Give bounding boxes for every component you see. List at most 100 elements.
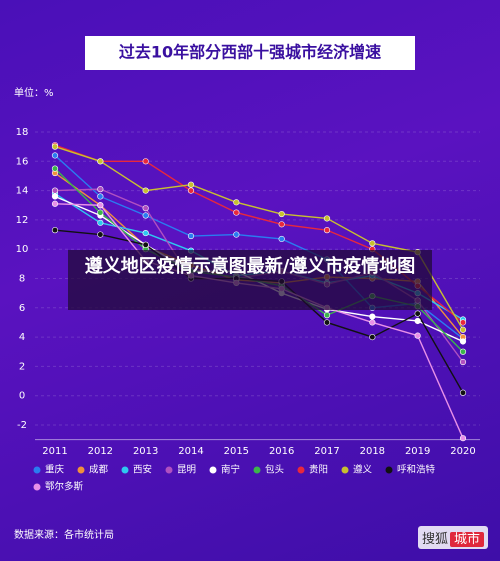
legend-label: 包头 bbox=[265, 464, 284, 476]
data-point bbox=[278, 210, 285, 218]
y-tick-label: 10 bbox=[16, 244, 29, 255]
x-tick-label: 2020 bbox=[450, 446, 475, 457]
data-point bbox=[323, 319, 331, 326]
series-line bbox=[54, 145, 464, 331]
legend-swatch bbox=[33, 466, 41, 474]
data-point bbox=[323, 215, 331, 222]
legend-swatch bbox=[341, 466, 349, 474]
data-point bbox=[97, 193, 104, 200]
y-tick-label: -2 bbox=[17, 420, 27, 431]
unit-label: 单位：% bbox=[14, 86, 54, 99]
x-tick-label: 2012 bbox=[88, 446, 113, 457]
legend-item: 昆明 bbox=[165, 465, 196, 476]
legend-item: 遵义 bbox=[341, 464, 373, 476]
data-point bbox=[187, 181, 195, 188]
watermark: 搜狐 城市 bbox=[417, 526, 488, 549]
legend-swatch bbox=[121, 466, 129, 474]
data-point bbox=[459, 358, 467, 366]
series-line bbox=[54, 203, 464, 439]
data-point bbox=[97, 202, 104, 209]
x-tick-label: 2014 bbox=[178, 446, 203, 457]
data-point bbox=[97, 231, 104, 238]
legend-item: 重庆 bbox=[33, 464, 65, 476]
data-point bbox=[97, 158, 104, 165]
legend-item: 南宁 bbox=[209, 464, 240, 476]
legend-item: 鄂尔多斯 bbox=[33, 481, 84, 493]
data-point bbox=[233, 209, 240, 216]
y-tick-label: 2 bbox=[19, 361, 25, 372]
data-point bbox=[97, 219, 104, 226]
data-point bbox=[459, 389, 467, 396]
legend-swatch bbox=[385, 466, 393, 474]
data-point bbox=[51, 227, 59, 234]
watermark-tag: 城市 bbox=[449, 532, 484, 547]
data-point bbox=[278, 221, 285, 228]
data-point bbox=[97, 209, 104, 216]
legend-item: 成都 bbox=[77, 464, 109, 476]
data-point bbox=[459, 435, 467, 442]
data-point bbox=[142, 229, 149, 237]
y-tick-label: 0 bbox=[19, 391, 25, 402]
watermark-brand: 搜狐 bbox=[421, 532, 448, 547]
x-tick-label: 2016 bbox=[269, 446, 294, 457]
y-tick-label: 16 bbox=[16, 156, 29, 167]
data-point bbox=[414, 332, 421, 339]
data-point bbox=[323, 227, 331, 234]
chart-title: 过去10年部分西部十强城市经济增速 bbox=[119, 43, 381, 62]
y-tick-label: 18 bbox=[16, 127, 29, 138]
legend-swatch bbox=[77, 466, 85, 474]
data-point bbox=[51, 143, 59, 150]
legend-swatch bbox=[253, 466, 261, 474]
data-point bbox=[369, 240, 376, 247]
legend-label: 贵阳 bbox=[309, 464, 328, 476]
data-point bbox=[187, 187, 195, 194]
data-point bbox=[459, 319, 467, 326]
data-point bbox=[278, 235, 285, 243]
y-tick-label: 8 bbox=[19, 274, 25, 285]
data-point bbox=[233, 199, 240, 206]
legend-swatch bbox=[209, 466, 217, 474]
x-tick-label: 2015 bbox=[224, 446, 249, 457]
y-tick-label: 14 bbox=[16, 186, 29, 197]
y-tick-label: 12 bbox=[16, 215, 29, 226]
legend-label: 重庆 bbox=[45, 464, 65, 476]
legend-swatch bbox=[297, 466, 305, 474]
data-point bbox=[369, 313, 376, 320]
data-point bbox=[459, 348, 467, 355]
y-tick-label: 4 bbox=[19, 332, 25, 343]
legend-swatch bbox=[33, 483, 41, 491]
title-box bbox=[85, 36, 415, 70]
data-point bbox=[414, 310, 421, 317]
legend-label: 鄂尔多斯 bbox=[45, 481, 84, 493]
data-point bbox=[459, 326, 467, 333]
overlay-text: 遵义地区疫情示意图最新/遵义市疫情地图 bbox=[68, 250, 432, 310]
legend-label: 遵义 bbox=[353, 464, 373, 476]
legend-label: 呼和浩特 bbox=[397, 464, 436, 476]
data-point bbox=[51, 165, 59, 172]
data-point bbox=[142, 212, 149, 219]
data-point bbox=[51, 187, 59, 194]
data-point bbox=[142, 158, 149, 165]
series-line bbox=[54, 154, 464, 340]
data-point bbox=[51, 152, 59, 159]
legend-item: 呼和浩特 bbox=[385, 464, 436, 476]
data-point bbox=[187, 232, 195, 240]
data-point bbox=[369, 334, 376, 341]
data-point bbox=[51, 200, 59, 207]
legend-label: 南宁 bbox=[221, 464, 240, 476]
x-tick-label: 2011 bbox=[42, 446, 67, 457]
x-tick-label: 2013 bbox=[133, 446, 158, 457]
data-point bbox=[459, 338, 467, 345]
legend-item: 贵阳 bbox=[297, 464, 328, 476]
source: 数据来源：各市统计局 bbox=[14, 528, 114, 541]
legend-label: 西安 bbox=[133, 464, 152, 476]
data-point bbox=[414, 317, 421, 325]
y-tick-label: 6 bbox=[19, 303, 25, 314]
data-point bbox=[142, 205, 149, 212]
legend-item: 西安 bbox=[121, 464, 152, 476]
data-point bbox=[323, 312, 331, 319]
data-point bbox=[142, 187, 149, 194]
legend-swatch bbox=[165, 466, 173, 474]
x-tick-label: 2019 bbox=[405, 446, 430, 457]
